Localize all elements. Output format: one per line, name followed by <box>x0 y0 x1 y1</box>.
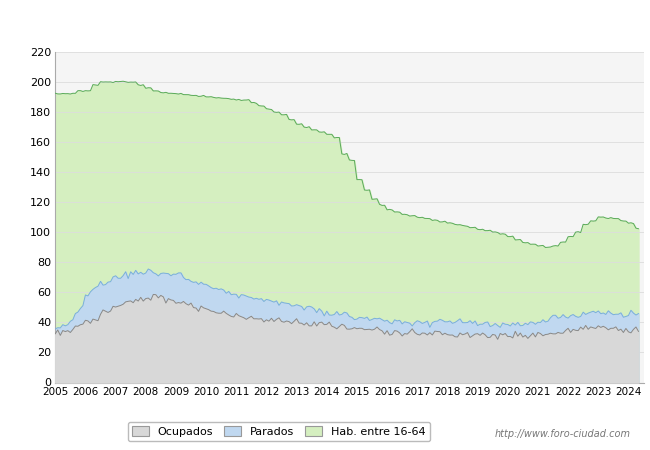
Legend: Ocupados, Parados, Hab. entre 16-64: Ocupados, Parados, Hab. entre 16-64 <box>127 422 430 441</box>
Text: http://www.foro-ciudad.com: http://www.foro-ciudad.com <box>495 429 630 439</box>
Text: San Juan del Molinillo - Evolucion de la poblacion en edad de Trabajar Mayo de 2: San Juan del Molinillo - Evolucion de la… <box>44 17 606 30</box>
